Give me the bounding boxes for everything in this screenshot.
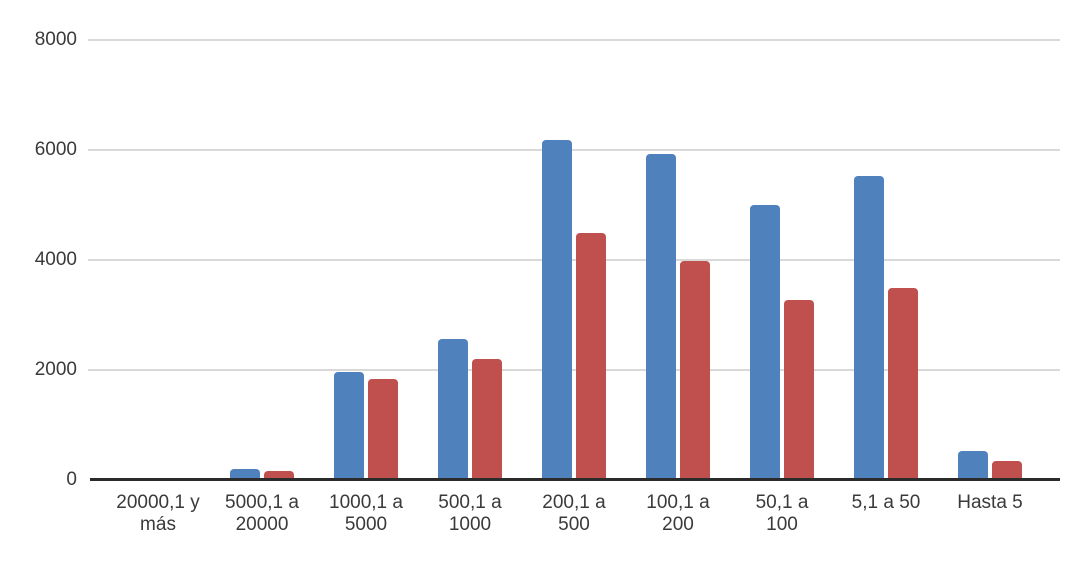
bar-series2-3[interactable] xyxy=(368,379,398,480)
gridline-6000 xyxy=(88,149,1060,151)
x-tick-label: 100,1 a 200 xyxy=(626,492,730,536)
bar-group xyxy=(418,40,522,480)
bar-group xyxy=(938,40,1042,480)
y-tick-label: 8000 xyxy=(34,29,77,50)
bar-group xyxy=(626,40,730,480)
x-tick-label: Hasta 5 xyxy=(938,492,1042,536)
bar-group xyxy=(314,40,418,480)
bar-group xyxy=(834,40,938,480)
x-tick-label-text: 5000,1 a 20000 xyxy=(225,492,299,535)
bar-series2-6[interactable] xyxy=(680,261,710,480)
x-tick-label: 500,1 a 1000 xyxy=(418,492,522,536)
bar-series2-4[interactable] xyxy=(472,359,502,480)
x-tick-label-text: 5,1 a 50 xyxy=(851,492,921,513)
gridline-8000 xyxy=(88,39,1060,41)
bar-group xyxy=(106,40,210,480)
bar-series1-5[interactable] xyxy=(542,140,572,480)
bar-series1-9[interactable] xyxy=(958,451,988,480)
bar-series2-2[interactable] xyxy=(264,471,294,480)
x-axis-line xyxy=(90,478,1060,481)
x-tick-label-text: 1000,1 a 5000 xyxy=(329,492,403,535)
bar-series1-6[interactable] xyxy=(646,153,676,480)
y-tick-label: 4000 xyxy=(34,249,77,270)
x-tick-label-text: 200,1 a 500 xyxy=(542,492,606,535)
bar-group xyxy=(210,40,314,480)
bar-series2-7[interactable] xyxy=(784,299,814,480)
y-tick-label: 2000 xyxy=(34,359,77,380)
x-tick-label-text: 500,1 a 1000 xyxy=(438,492,502,535)
plot-area xyxy=(106,40,1042,480)
bar-series1-7[interactable] xyxy=(750,205,780,480)
y-tick-label: 0 xyxy=(66,469,77,490)
bar-series2-9[interactable] xyxy=(992,461,1022,480)
y-tick-label: 6000 xyxy=(34,139,77,160)
bar-group xyxy=(522,40,626,480)
x-tick-label: 5,1 a 50 xyxy=(834,492,938,536)
gridline-4000 xyxy=(88,259,1060,261)
bar-series1-4[interactable] xyxy=(438,339,468,480)
bar-series1-8[interactable] xyxy=(854,176,884,480)
bar-group xyxy=(730,40,834,480)
x-tick-label: 50,1 a 100 xyxy=(730,492,834,536)
x-tick-label-text: 100,1 a 200 xyxy=(646,492,710,535)
x-axis-tick-labels: 20000,1 y más 5000,1 a 20000 1000,1 a 5000… xyxy=(106,492,1042,536)
gridline-2000 xyxy=(88,369,1060,371)
x-tick-label-text: 50,1 a 100 xyxy=(755,492,809,535)
bar-series1-2[interactable] xyxy=(230,469,260,480)
x-tick-label: 20000,1 y más xyxy=(106,492,210,536)
bar-series2-5[interactable] xyxy=(576,232,606,480)
bar-series2-8[interactable] xyxy=(888,288,918,480)
x-tick-label: 5000,1 a 20000 xyxy=(210,492,314,536)
x-tick-label-text: Hasta 5 xyxy=(957,492,1023,513)
x-tick-label-text: 20000,1 y más xyxy=(116,492,200,535)
x-tick-label: 200,1 a 500 xyxy=(522,492,626,536)
bar-series1-3[interactable] xyxy=(334,371,364,480)
x-tick-label: 1000,1 a 5000 xyxy=(314,492,418,536)
